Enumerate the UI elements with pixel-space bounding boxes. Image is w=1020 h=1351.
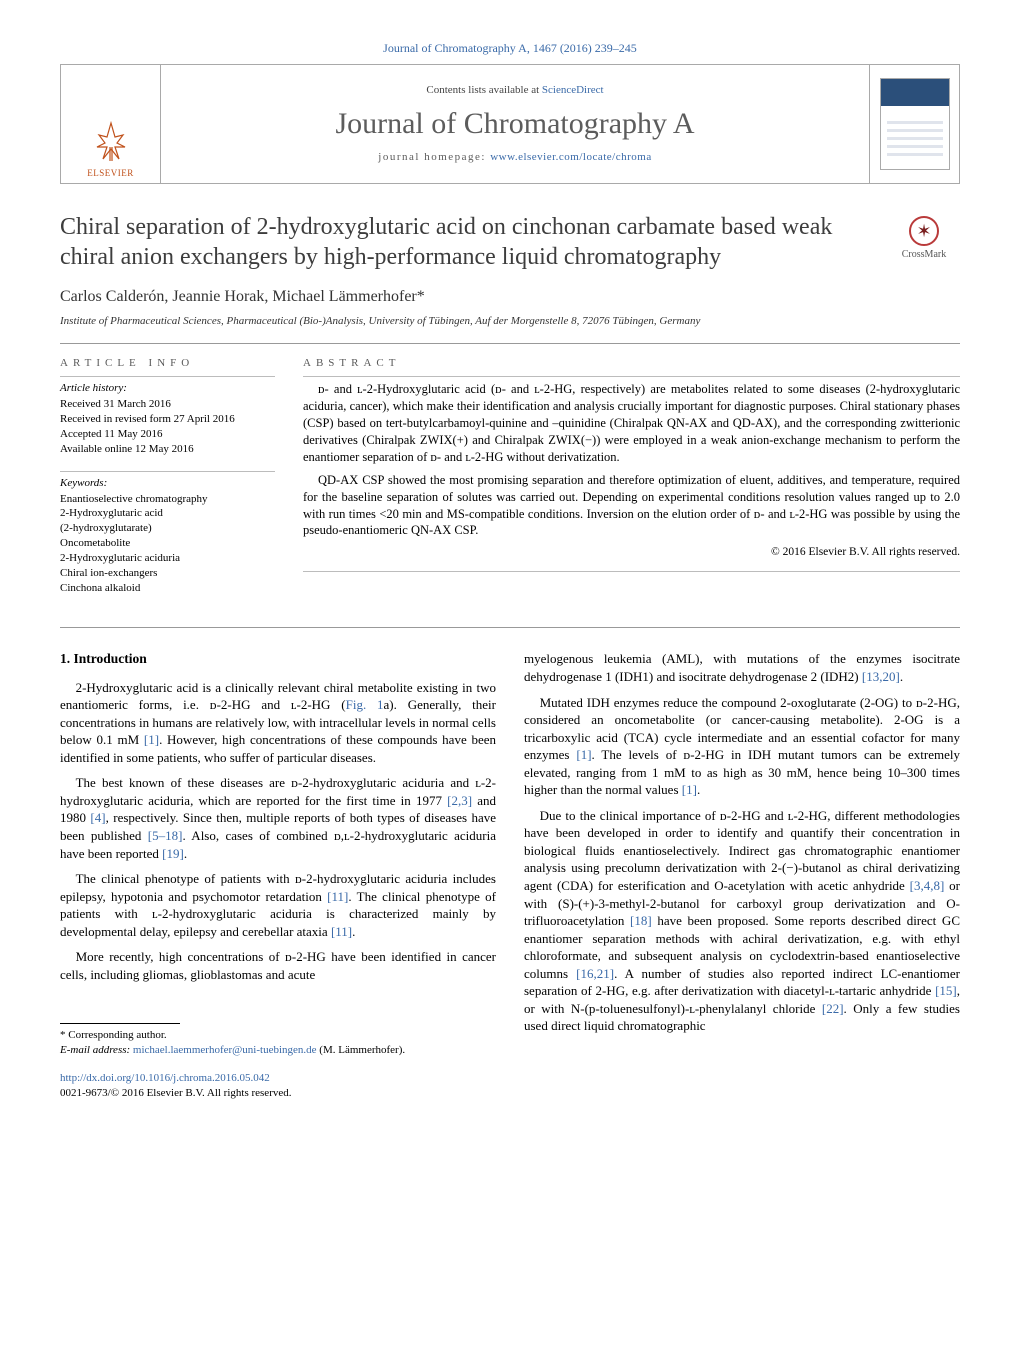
publisher-name: ELSEVIER (87, 167, 134, 179)
body-para: Due to the clinical importance of ᴅ-2-HG… (524, 807, 960, 1035)
keyword: (2-hydroxyglutarate) (60, 521, 275, 536)
history-heading: Article history: (60, 381, 275, 396)
cite-ref[interactable]: [13,20] (862, 669, 900, 684)
email-link[interactable]: michael.laemmerhofer@uni-tuebingen.de (133, 1044, 317, 1056)
authors-names: Carlos Calderón, Jeannie Horak, Michael … (60, 288, 417, 305)
keyword: Chiral ion-exchangers (60, 566, 275, 581)
cite-ref[interactable]: [3,4,8] (910, 878, 945, 893)
crossmark-icon: ✶ (909, 216, 939, 246)
doi-link[interactable]: http://dx.doi.org/10.1016/j.chroma.2016.… (60, 1072, 270, 1084)
cite-ref[interactable]: [22] (822, 1001, 844, 1016)
keyword: Enantioselective chromatography (60, 492, 275, 507)
cite-ref[interactable]: [5–18] (148, 828, 183, 843)
cite-ref[interactable]: [19] (162, 846, 184, 861)
footnote-rule (60, 1023, 180, 1024)
citation-link[interactable]: Journal of Chromatography A, 1467 (2016)… (383, 41, 637, 55)
history-line: Received 31 March 2016 (60, 397, 275, 412)
article-info-heading: ARTICLE INFO (60, 356, 275, 371)
body-para: The best known of these diseases are ᴅ-2… (60, 774, 496, 862)
abstract: ABSTRACT ᴅ- and ʟ-2-Hydroxyglutaric acid… (303, 356, 960, 610)
history-line: Accepted 11 May 2016 (60, 427, 275, 442)
contents-prefix: Contents lists available at (426, 84, 541, 96)
corresponding-mark: * (417, 288, 425, 305)
rule (60, 376, 275, 377)
journal-homepage: journal homepage: www.elsevier.com/locat… (378, 150, 651, 165)
footnotes: * Corresponding author. E-mail address: … (60, 1023, 496, 1057)
journal-center: Contents lists available at ScienceDirec… (161, 65, 869, 183)
email-note: E-mail address: michael.laemmerhofer@uni… (60, 1043, 496, 1057)
affiliation: Institute of Pharmaceutical Sciences, Ph… (60, 314, 960, 329)
article-title: Chiral separation of 2-hydroxyglutaric a… (60, 212, 876, 272)
journal-cover (869, 65, 959, 183)
crossmark-label: CrossMark (902, 248, 946, 262)
body-para: More recently, high concentrations of ᴅ-… (60, 948, 496, 983)
journal-header: ELSEVIER Contents lists available at Sci… (60, 64, 960, 184)
cover-thumbnail-icon (880, 78, 950, 170)
info-abstract-row: ARTICLE INFO Article history: Received 3… (60, 356, 960, 610)
issn-line: 0021-9673/© 2016 Elsevier B.V. All right… (60, 1086, 960, 1101)
body-columns: 1. Introduction 2-Hydroxyglutaric acid i… (60, 650, 960, 1057)
right-column: myelogenous leukemia (AML), with mutatio… (524, 650, 960, 1057)
cite-ref[interactable]: [11] (327, 889, 348, 904)
doi-line: http://dx.doi.org/10.1016/j.chroma.2016.… (60, 1071, 960, 1086)
contents-line: Contents lists available at ScienceDirec… (426, 83, 603, 98)
homepage-prefix: journal homepage: (378, 151, 490, 163)
page: Journal of Chromatography A, 1467 (2016)… (0, 0, 1020, 1131)
fig-ref[interactable]: Fig. 1 (346, 697, 384, 712)
citation: Journal of Chromatography A, 1467 (2016)… (60, 40, 960, 56)
keyword: Oncometabolite (60, 536, 275, 551)
homepage-link[interactable]: www.elsevier.com/locate/chroma (490, 151, 652, 163)
body-para: Mutated IDH enzymes reduce the compound … (524, 694, 960, 799)
abstract-copyright: © 2016 Elsevier B.V. All rights reserved… (303, 545, 960, 561)
corresponding-note: * Corresponding author. (60, 1028, 496, 1042)
intro-heading: 1. Introduction (60, 650, 496, 668)
journal-title: Journal of Chromatography A (335, 104, 694, 145)
article-info: ARTICLE INFO Article history: Received 3… (60, 356, 275, 610)
history-line: Received in revised form 27 April 2016 (60, 412, 275, 427)
cite-ref[interactable]: [4] (90, 810, 105, 825)
keyword: Cinchona alkaloid (60, 581, 275, 596)
cite-ref[interactable]: [16,21] (576, 966, 614, 981)
keyword: 2-Hydroxyglutaric acid (60, 506, 275, 521)
crossmark-badge[interactable]: ✶ CrossMark (888, 216, 960, 262)
rule (303, 571, 960, 572)
history-line: Available online 12 May 2016 (60, 442, 275, 457)
keyword: 2-Hydroxyglutaric aciduria (60, 551, 275, 566)
authors: Carlos Calderón, Jeannie Horak, Michael … (60, 286, 960, 308)
body-para: myelogenous leukemia (AML), with mutatio… (524, 650, 960, 685)
cite-ref[interactable]: [15] (935, 983, 957, 998)
cite-ref[interactable]: [18] (630, 913, 652, 928)
cite-ref[interactable]: [1] (682, 782, 697, 797)
cite-ref[interactable]: [1] (576, 747, 591, 762)
keywords: Keywords: Enantioselective chromatograph… (60, 476, 275, 596)
publisher-block: ELSEVIER (61, 65, 161, 183)
title-row: Chiral separation of 2-hydroxyglutaric a… (60, 212, 960, 272)
cite-ref[interactable]: [1] (144, 732, 159, 747)
abstract-heading: ABSTRACT (303, 356, 960, 371)
body-para: 2-Hydroxyglutaric acid is a clinically r… (60, 679, 496, 767)
rule (60, 343, 960, 344)
rule (60, 471, 275, 472)
left-column: 1. Introduction 2-Hydroxyglutaric acid i… (60, 650, 496, 1057)
keywords-heading: Keywords: (60, 476, 275, 491)
abstract-p1: ᴅ- and ʟ-2-Hydroxyglutaric acid (ᴅ- and … (303, 381, 960, 465)
email-suffix: (M. Lämmerhofer). (317, 1044, 406, 1056)
elsevier-tree-icon (87, 117, 135, 165)
cite-ref[interactable]: [11] (331, 924, 352, 939)
abstract-p2: QD-AX CSP showed the most promising sepa… (303, 472, 960, 540)
rule (303, 376, 960, 377)
rule (60, 627, 960, 628)
article-history: Article history: Received 31 March 2016 … (60, 381, 275, 456)
cite-ref[interactable]: [2,3] (447, 793, 472, 808)
body-para: The clinical phenotype of patients with … (60, 870, 496, 940)
email-label: E-mail address: (60, 1044, 133, 1056)
sciencedirect-link[interactable]: ScienceDirect (542, 84, 604, 96)
